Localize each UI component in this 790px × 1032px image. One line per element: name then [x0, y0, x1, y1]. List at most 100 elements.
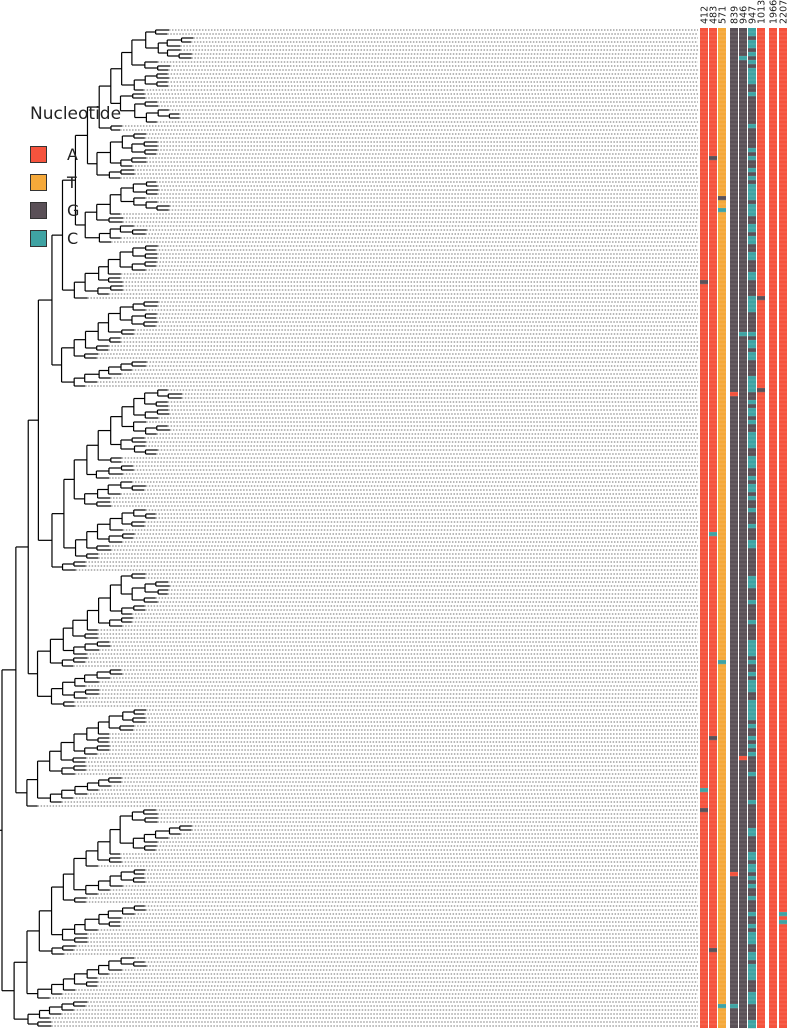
heatmap-variant-cell — [730, 392, 738, 397]
heatmap-variant-cell — [748, 896, 756, 901]
heatmap-variant-cell — [757, 388, 765, 393]
heatmap-variant-cell — [748, 168, 756, 173]
heatmap-variant-cell — [748, 964, 756, 969]
heatmap-variant-cell — [748, 272, 756, 277]
heatmap-variant-cell — [748, 80, 756, 85]
heatmap-variant-cell — [748, 772, 756, 777]
heatmap-variant-cell — [748, 436, 756, 441]
heatmap-variant-cell — [700, 280, 708, 285]
heatmap-variant-cell — [748, 544, 756, 549]
heatmap-variant-cell — [748, 800, 756, 805]
heatmap-variant-cell — [748, 444, 756, 449]
heatmap-variant-cell — [748, 340, 756, 345]
heatmap-variant-cell — [748, 1020, 756, 1025]
heatmap-variant-cell — [748, 876, 756, 881]
heatmap-variant-cell — [748, 952, 756, 957]
heatmap-variant-cell — [748, 496, 756, 501]
heatmap-variant-cell — [748, 308, 756, 313]
heatmap-variant-cell — [748, 652, 756, 657]
heatmap-variant-cell — [748, 992, 756, 997]
heatmap-variant-cell — [748, 156, 756, 161]
heatmap-variant-cell — [748, 688, 756, 693]
heatmap-variant-cell — [718, 208, 726, 213]
heatmap-variant-cell — [748, 276, 756, 281]
heatmap-variant-cell — [748, 440, 756, 445]
legend-swatch-t — [30, 173, 47, 191]
heatmap-variant-cell — [748, 884, 756, 889]
heatmap-column-839 — [730, 28, 738, 1028]
column-label-412: 412 — [700, 6, 711, 24]
heatmap-variant-cell — [700, 788, 708, 793]
heatmap-variant-cell — [748, 28, 756, 33]
column-label-946: 946 — [739, 6, 750, 24]
heatmap-variant-cell — [748, 832, 756, 837]
heatmap-column-571 — [718, 28, 726, 1028]
legend-label-g: G — [67, 200, 80, 220]
heatmap-variant-cell — [748, 700, 756, 705]
column-label-571: 571 — [718, 6, 729, 24]
heatmap-variant-cell — [748, 148, 756, 153]
heatmap-variant-cell — [748, 212, 756, 217]
heatmap-variant-cell — [748, 972, 756, 977]
nucleotide-legend: Nucleotide A T G C — [30, 104, 121, 252]
heatmap-variant-cell — [748, 208, 756, 213]
heatmap-variant-cell — [748, 644, 756, 649]
heatmap-variant-cell — [718, 1004, 726, 1009]
heatmap-variant-cell — [748, 40, 756, 45]
heatmap-variant-cell — [748, 420, 756, 425]
heatmap-variant-cell — [779, 912, 787, 917]
column-label-839: 839 — [730, 6, 741, 24]
heatmap-variant-cell — [730, 872, 738, 877]
heatmap-variant-cell — [748, 600, 756, 605]
column-label-947: 947 — [748, 6, 759, 24]
heatmap-variant-cell — [748, 648, 756, 653]
legend-label-t: T — [67, 172, 77, 192]
heatmap-variant-cell — [748, 352, 756, 357]
nucleotide-heatmap — [700, 28, 787, 1029]
legend-item-c: C — [30, 224, 121, 252]
heatmap-variant-cell — [748, 408, 756, 413]
heatmap-variant-cell — [739, 56, 747, 61]
heatmap-variant-cell — [748, 912, 756, 917]
heatmap-variant-cell — [748, 704, 756, 709]
heatmap-variant-cell — [779, 920, 787, 925]
heatmap-variant-cell — [748, 72, 756, 77]
heatmap-variant-cell — [748, 660, 756, 665]
heatmap-variant-cell — [748, 932, 756, 937]
heatmap-variant-cell — [748, 976, 756, 981]
legend-label-a: A — [67, 144, 78, 164]
heatmap-variant-cell — [748, 864, 756, 869]
heatmap-variant-cell — [748, 684, 756, 689]
heatmap-variant-cell — [748, 384, 756, 389]
heatmap-variant-cell — [748, 412, 756, 417]
heatmap-variant-cell — [748, 1024, 756, 1029]
heatmap-variant-cell — [748, 32, 756, 37]
heatmap-variant-cell — [748, 44, 756, 49]
column-label-1013: 1013 — [757, 0, 768, 24]
legend-label-c: C — [67, 228, 79, 248]
legend-item-g: G — [30, 196, 121, 224]
heatmap-variant-cell — [748, 488, 756, 493]
heatmap-variant-cell — [748, 240, 756, 245]
heatmap-variant-cell — [748, 620, 756, 625]
heatmap-column-2207 — [779, 28, 787, 1028]
heatmap-variant-cell — [730, 1004, 738, 1009]
heatmap-variant-cell — [748, 52, 756, 57]
tip-guide-lines — [37, 29, 698, 1027]
heatmap-variant-cell — [748, 236, 756, 241]
heatmap-variant-cell — [748, 192, 756, 197]
heatmap-variant-cell — [757, 296, 765, 301]
heatmap-variant-cell — [748, 196, 756, 201]
heatmap-column-1966 — [769, 28, 777, 1028]
heatmap-variant-cell — [748, 456, 756, 461]
heatmap-variant-cell — [748, 640, 756, 645]
heatmap-variant-cell — [748, 184, 756, 189]
heatmap-variant-cell — [748, 584, 756, 589]
heatmap-variant-cell — [739, 332, 747, 337]
heatmap-variant-cell — [748, 460, 756, 465]
heatmap-variant-cell — [748, 940, 756, 945]
heatmap-variant-cell — [748, 356, 756, 361]
heatmap-variant-cell — [709, 948, 717, 953]
